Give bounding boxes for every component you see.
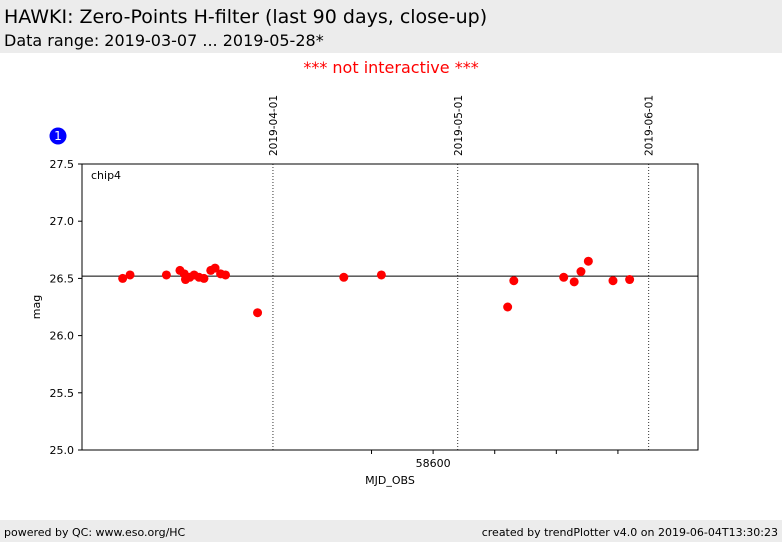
data-point [161, 270, 171, 280]
data-point [509, 276, 519, 286]
y-tick-label: 25.5 [50, 387, 75, 400]
data-point [503, 302, 513, 312]
data-point [339, 272, 349, 282]
x-axis-label: MJD_OBS [365, 474, 415, 487]
plot-frame [81, 163, 699, 451]
footer-bar: powered by QC: www.eso.org/HC created by… [0, 520, 782, 542]
y-tick-label: 27.0 [50, 215, 75, 228]
trend-plot: 2019-04-01 2019-05-01 2019-06-01 25.025.52… [30, 95, 699, 487]
data-points-layer [118, 256, 635, 318]
panel-badge-number: 1 [54, 129, 62, 143]
data-point [376, 270, 386, 280]
panel-badge-icon [49, 127, 67, 145]
date-marker-layer: 2019-04-01 2019-05-01 2019-06-01 [268, 95, 656, 450]
data-point [199, 273, 209, 283]
footer-created-by: created by trendPlotter v4.0 on 2019-06-… [481, 526, 778, 539]
data-point [221, 270, 231, 280]
data-range-subtitle: Data range: 2019-03-07 ... 2019-05-28* [4, 31, 324, 50]
axis-layer: 25.0 25.5 26.0 26.5 27.0 27.5 58600 [50, 158, 619, 470]
data-point [125, 270, 135, 280]
data-point [210, 263, 220, 273]
data-point [118, 273, 128, 283]
date-marker-label: 2019-05-01 [453, 95, 465, 156]
not-interactive-notice: *** not interactive *** [303, 58, 479, 77]
y-tick-label: 26.5 [50, 272, 75, 285]
data-point [253, 308, 263, 318]
y-tick-label: 25.0 [50, 444, 75, 457]
page-title: HAWKI: Zero-Points H-filter (last 90 day… [4, 6, 488, 28]
data-point [569, 277, 579, 287]
y-axis-label: mag [30, 295, 43, 319]
data-point [583, 256, 593, 266]
data-point [559, 272, 569, 282]
x-tick-label: 58600 [416, 457, 451, 470]
data-point [625, 275, 635, 285]
panel-label-chip4: chip4 [91, 169, 121, 182]
y-tick-label: 26.0 [50, 330, 75, 343]
data-point [576, 267, 586, 277]
data-point [608, 276, 618, 286]
footer-powered-by: powered by QC: www.eso.org/HC [4, 526, 186, 539]
date-marker-label: 2019-04-01 [268, 95, 280, 156]
date-marker-label: 2019-06-01 [644, 95, 656, 156]
header-bar: HAWKI: Zero-Points H-filter (last 90 day… [0, 0, 782, 53]
y-tick-label: 27.5 [50, 158, 75, 171]
